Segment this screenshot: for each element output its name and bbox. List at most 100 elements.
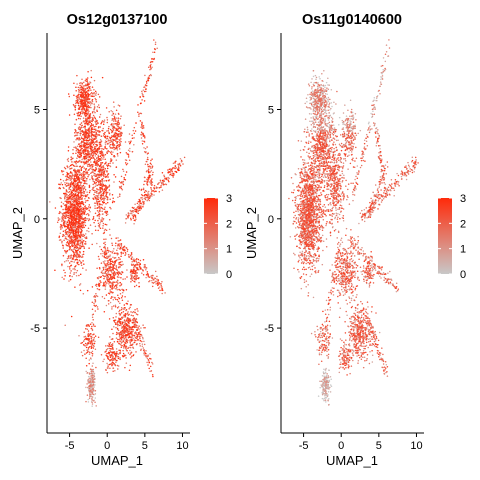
data-point (98, 96, 101, 98)
data-point (67, 166, 69, 169)
data-point (133, 143, 135, 146)
data-point (77, 210, 80, 212)
data-point (117, 112, 120, 115)
data-point (102, 134, 105, 137)
data-point (88, 87, 90, 89)
data-point (113, 272, 115, 274)
data-point (78, 263, 80, 266)
data-point (105, 214, 108, 217)
data-point (95, 405, 97, 407)
data-point (151, 285, 154, 288)
data-point (86, 77, 89, 79)
data-point (153, 279, 155, 281)
data-point (108, 193, 111, 196)
data-point (101, 76, 104, 79)
data-point (113, 285, 116, 288)
data-point (75, 188, 78, 190)
data-point (74, 246, 77, 248)
data-point (88, 130, 90, 133)
data-point (81, 124, 83, 127)
data-point (87, 117, 90, 120)
data-point (96, 144, 99, 146)
data-point (68, 266, 71, 268)
data-point (140, 131, 143, 134)
data-point (168, 180, 170, 183)
data-point (136, 333, 139, 336)
data-point (72, 186, 74, 189)
data-point (120, 128, 122, 130)
data-point (98, 147, 100, 150)
data-point (74, 171, 77, 173)
data-point (106, 262, 108, 265)
data-point (141, 272, 143, 274)
data-point (87, 101, 89, 104)
data-point (129, 306, 131, 309)
data-point (136, 337, 138, 340)
data-point (112, 348, 114, 350)
data-point (61, 226, 63, 229)
data-point (115, 146, 118, 148)
data-point (95, 295, 98, 297)
data-point (79, 105, 82, 108)
data-point (134, 309, 136, 311)
data-point (167, 169, 169, 171)
data-point (161, 288, 163, 290)
data-point (75, 150, 78, 152)
data-point (112, 296, 114, 298)
data-point (72, 231, 75, 233)
data-point (69, 175, 71, 178)
data-point (76, 246, 79, 249)
data-point (135, 313, 138, 315)
data-point (124, 254, 126, 256)
data-point (117, 355, 120, 358)
data-point (149, 66, 152, 68)
data-point (65, 208, 68, 210)
data-point (70, 256, 72, 258)
data-point (62, 234, 65, 236)
data-point (115, 166, 118, 168)
data-point (84, 185, 86, 188)
data-point (67, 160, 70, 162)
data-point (75, 139, 77, 141)
data-point (112, 101, 115, 103)
data-point (87, 85, 90, 88)
data-point (75, 209, 78, 212)
data-point (125, 214, 128, 216)
data-point (80, 172, 82, 175)
data-point (74, 286, 76, 288)
data-point (96, 277, 99, 279)
data-point (78, 155, 81, 158)
data-point (142, 89, 145, 91)
data-point (73, 267, 76, 270)
data-point (99, 280, 101, 282)
data-point (141, 340, 143, 343)
data-point (74, 255, 76, 258)
data-point (100, 140, 103, 142)
data-point (89, 377, 91, 380)
data-point (131, 206, 134, 209)
data-point (134, 270, 137, 273)
data-point (92, 172, 95, 174)
data-point (77, 169, 79, 171)
data-point (76, 258, 79, 261)
data-point (90, 69, 92, 72)
data-point (106, 130, 108, 132)
data-point (93, 378, 95, 380)
data-point (148, 75, 151, 77)
data-point (67, 184, 69, 187)
data-point (126, 313, 128, 315)
data-point (104, 186, 107, 189)
data-point (89, 93, 92, 95)
data-point (88, 387, 91, 390)
data-point (83, 163, 86, 165)
data-point (138, 282, 140, 284)
data-point (115, 120, 117, 122)
data-point (115, 281, 118, 283)
data-point (158, 190, 161, 193)
data-point (129, 346, 132, 349)
data-point (89, 323, 92, 326)
data-point (71, 245, 74, 247)
data-point (128, 346, 130, 349)
data-point (120, 181, 122, 184)
data-point (61, 235, 64, 238)
